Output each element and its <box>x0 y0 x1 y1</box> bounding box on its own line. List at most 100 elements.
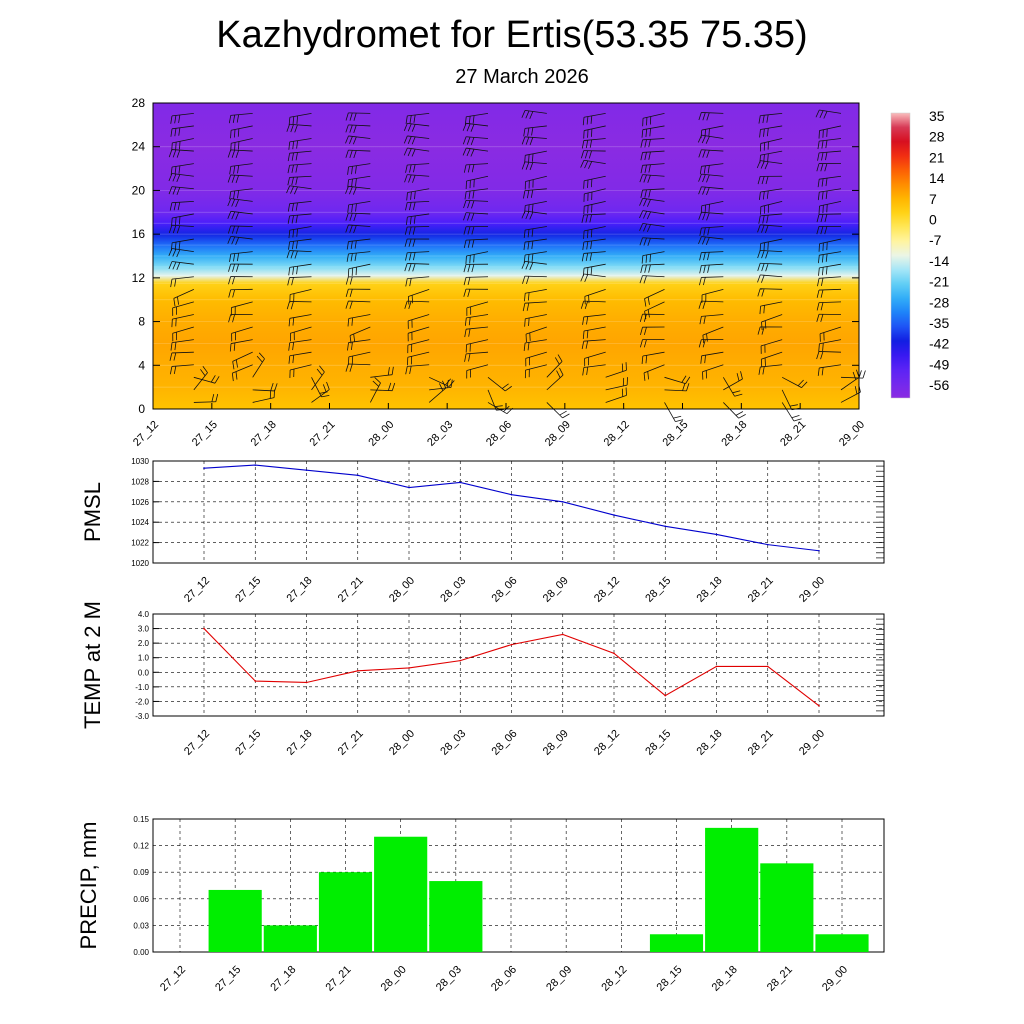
barb-feather <box>523 241 526 251</box>
barb-feather <box>584 150 589 159</box>
wind-barb <box>760 200 783 215</box>
barb-feather <box>349 186 353 195</box>
barb-feather <box>588 161 593 169</box>
barb-feather <box>644 164 647 173</box>
barb-feather <box>640 327 643 336</box>
barb-feather <box>316 368 323 376</box>
barb-feather <box>582 367 585 376</box>
pmsl-x-tick-label: 28_06 <box>490 575 520 605</box>
wind-barb <box>369 377 381 403</box>
wind-barb <box>644 288 665 307</box>
barb-feather <box>407 296 410 305</box>
wind-barb <box>759 125 783 138</box>
barb-feather <box>176 249 181 258</box>
wind-barb <box>698 236 724 245</box>
heatmap-x-tick-label: 28_21 <box>778 419 808 449</box>
barb-feather <box>531 203 534 213</box>
heatmap-x-tick-label: 28_06 <box>484 419 514 449</box>
barb-feather <box>409 252 412 261</box>
temp-y-tick-label: 2.0 <box>138 639 150 648</box>
barb-feather <box>470 212 475 221</box>
barb-feather <box>405 366 408 375</box>
barb-feather <box>766 128 769 137</box>
wind-barb <box>403 147 430 157</box>
colorbar-label: 21 <box>929 149 945 165</box>
wind-barb <box>605 362 627 378</box>
wind-barb <box>664 375 691 385</box>
barb-feather <box>409 202 412 211</box>
barb-feather <box>698 236 702 245</box>
barb-feather <box>351 317 353 326</box>
barb-feather <box>175 217 177 226</box>
barb-feather <box>232 263 236 272</box>
wind-barb <box>546 402 570 419</box>
barb-feather <box>589 252 593 261</box>
colorbar <box>890 112 911 399</box>
barb-feather <box>350 241 353 250</box>
barb-feather <box>706 333 708 342</box>
barb-feather <box>172 173 177 182</box>
pmsl-data-point <box>818 549 820 552</box>
wind-barb <box>640 138 665 148</box>
barb-feather <box>170 166 173 175</box>
barb-feather <box>235 226 239 234</box>
precip-bar <box>815 934 869 952</box>
barb-feather <box>462 136 467 145</box>
barb-feather <box>228 314 232 323</box>
barb-feather <box>585 340 589 349</box>
barb-feather <box>174 342 177 351</box>
precip-x-tick-label: 27_18 <box>268 964 298 994</box>
wind-barb <box>641 125 665 138</box>
barb-feather <box>585 214 589 223</box>
barb-feather <box>590 266 593 275</box>
barb-feather <box>349 112 353 121</box>
barb-feather <box>256 355 263 363</box>
barb-feather <box>765 176 769 185</box>
pmsl-x-tick-label: 27_12 <box>182 575 212 605</box>
barb-feather <box>214 376 220 384</box>
wind-barb <box>580 150 606 159</box>
wind-barb <box>464 314 489 326</box>
barb-feather <box>643 223 648 232</box>
barb-feather <box>581 341 585 350</box>
wind-barb <box>523 238 547 251</box>
temp-x-tick-label: 27_21 <box>336 728 366 758</box>
barb-feather <box>643 174 647 183</box>
barb-feather <box>587 179 589 188</box>
barb-feather <box>816 289 820 298</box>
wind-barb <box>639 223 665 233</box>
temp-data-point <box>766 665 769 668</box>
barb-feather <box>168 186 173 195</box>
barb-feather <box>232 314 236 323</box>
wind-barb <box>287 213 312 224</box>
wind-barb <box>524 288 547 302</box>
wind-barb <box>286 250 312 259</box>
barb-feather <box>468 317 471 326</box>
wind-barb <box>582 326 606 339</box>
barb-feather <box>528 204 530 213</box>
wind-barb <box>404 238 430 247</box>
heatmap-y-tick-label: 8 <box>138 315 145 329</box>
barb-feather <box>647 199 651 207</box>
wind-barb <box>170 238 194 251</box>
barb-feather <box>347 342 349 351</box>
barb-feather <box>647 371 649 380</box>
barb-feather <box>412 175 416 183</box>
temp-y-tick-label: -2.0 <box>135 697 149 706</box>
barb-feather <box>854 386 858 395</box>
wind-barb <box>760 351 783 368</box>
barb-feather <box>817 141 820 150</box>
barb-feather <box>211 394 215 402</box>
barb-feather <box>176 187 181 195</box>
barb-feather <box>405 216 408 226</box>
wind-barb <box>759 188 783 201</box>
barb-feather <box>825 190 828 199</box>
barb-feather <box>409 366 412 375</box>
wind-barb <box>170 339 194 351</box>
barb-feather <box>463 264 467 273</box>
barb-feather <box>699 227 702 236</box>
barb-feather <box>439 383 444 391</box>
barb-feather <box>169 202 173 211</box>
wind-barb <box>345 124 371 133</box>
barb-feather <box>706 112 710 121</box>
